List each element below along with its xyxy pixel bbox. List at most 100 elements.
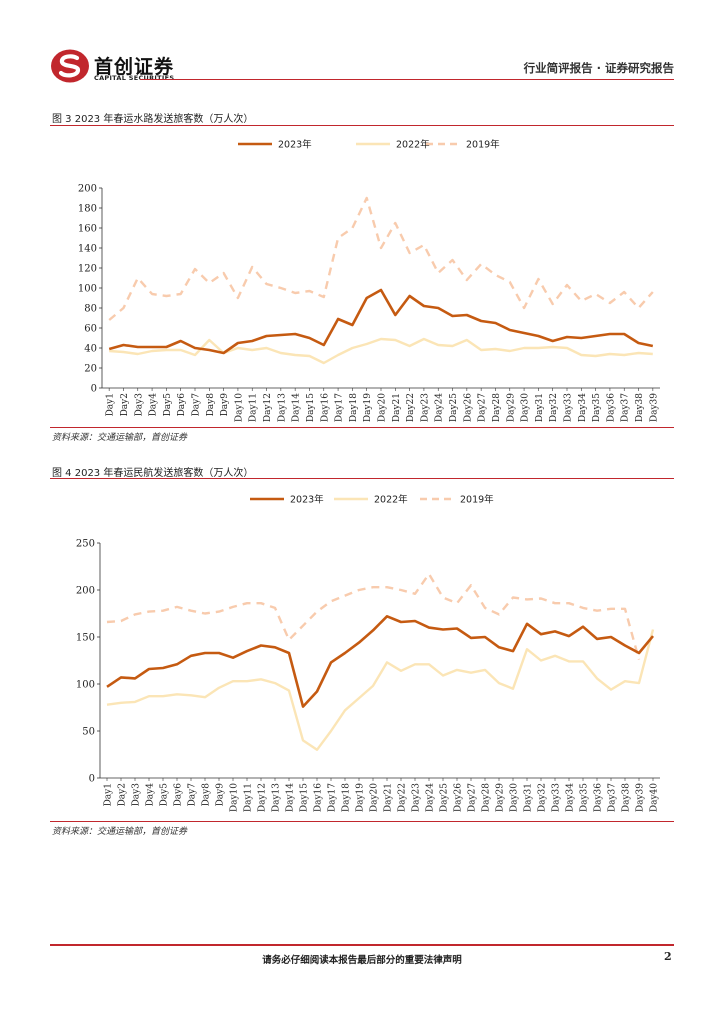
x-tick-label: Day9 (220, 393, 230, 417)
x-tick-label: Day30 (510, 783, 520, 812)
x-tick-label: Day7 (192, 393, 202, 417)
x-tick-label: Day34 (578, 393, 588, 422)
x-tick-label: Day1 (106, 393, 116, 416)
series-line-2019年 (106, 572, 641, 660)
x-tick-label: Day21 (384, 783, 394, 812)
x-tick-label: Day12 (258, 783, 268, 812)
x-tick-label: Day10 (234, 393, 244, 422)
x-tick-label: Day3 (132, 783, 142, 807)
x-tick-label: Day37 (608, 783, 618, 812)
y-tick-label: 50 (82, 727, 95, 738)
series-points-2023年 (106, 616, 654, 707)
y-tick-label: 180 (78, 204, 97, 215)
x-tick-label: Day14 (286, 783, 296, 812)
y-tick-label: 140 (78, 244, 97, 255)
x-tick-label: Day29 (496, 783, 506, 812)
x-tick-label: Day23 (420, 393, 430, 422)
y-tick-label: 100 (76, 680, 95, 691)
x-tick-label: Day31 (524, 783, 534, 812)
water-passenger-chart: 2023年 2022年 2019年 0 20 40 60 80 100 120 140 160 180 2… (78, 139, 660, 422)
x-tick-label: Day1 (104, 783, 114, 806)
x-tick-label: Day21 (392, 393, 402, 422)
series-points-2023年 (109, 289, 653, 354)
x-tick-label: Day24 (426, 783, 436, 812)
x-tick-label: Day35 (592, 393, 602, 422)
report-type: 行业简评报告 · 证券研究报告 (523, 61, 674, 75)
series-line-2019年 (108, 196, 654, 321)
x-tick-label: Day31 (535, 393, 545, 422)
x-tick-label: Day18 (342, 783, 352, 812)
x-tick-label: Day5 (160, 783, 170, 807)
figure-4-title-rule (50, 478, 674, 479)
x-tick-label: Day12 (263, 393, 273, 422)
x-tick-label: Day26 (463, 393, 473, 422)
series-line-2022年 (106, 629, 655, 751)
logo-chinese-name: 首创证券 (94, 56, 175, 78)
x-tick-label: Day17 (335, 393, 345, 422)
x-tick-label: Day39 (636, 783, 646, 812)
x-tick-label: Day23 (412, 783, 422, 812)
x-tick-label: Day36 (606, 393, 616, 422)
x-tick-label: Day32 (549, 393, 559, 422)
x-tick-label: Day20 (370, 783, 380, 812)
x-tick-label: Day17 (328, 783, 338, 812)
series-points-2019年 (109, 197, 653, 321)
y-tick-label: 80 (84, 304, 97, 315)
air-passenger-chart: 2023年 2022年 2019年 0 50 100 150 200 250 Day1 Day2 Da… (76, 494, 660, 812)
legend-label: 2022年 (396, 139, 430, 151)
x-tick-label: Day40 (650, 783, 660, 812)
x-tick-label: Day37 (621, 393, 631, 422)
figure-3-source-rule (50, 427, 674, 428)
series-line-2022年 (109, 337, 653, 365)
x-tick-label: Day20 (378, 393, 388, 422)
legend-label: 2022年 (374, 494, 408, 506)
x-tick-label: Day19 (363, 393, 373, 422)
x-tick-label: Day4 (149, 393, 159, 417)
x-tick-label: Day2 (118, 783, 128, 806)
logo-english-name: CAPITAL SECURITIES (94, 74, 175, 82)
y-tick-label: 120 (78, 264, 97, 275)
x-tick-label: Day24 (435, 393, 445, 422)
x-tick-label: Day38 (622, 783, 632, 812)
legend-label: 2023年 (278, 139, 312, 151)
x-tick-label: Day7 (188, 783, 198, 807)
x-tick-label: Day13 (272, 783, 282, 812)
x-tick-label: Day35 (580, 783, 590, 812)
figure-3-source: 资料来源：交通运输部，首创证券 (52, 433, 188, 443)
x-tick-label: Day27 (468, 783, 478, 812)
x-tick-label: Day18 (349, 393, 359, 422)
x-tick-label: Day9 (216, 783, 226, 807)
x-tick-label: Day3 (134, 393, 144, 417)
x-tick-label: Day25 (449, 393, 459, 422)
x-tick-label: Day6 (177, 393, 187, 417)
x-tick-label: Day36 (594, 783, 604, 812)
x-tick-label: Day33 (552, 783, 562, 812)
footer-divider (50, 944, 674, 946)
legend-label: 2019年 (460, 494, 494, 506)
x-tick-label: Day30 (521, 393, 531, 422)
x-tick-label: Day34 (566, 783, 576, 812)
series-points-2022年 (109, 338, 653, 364)
x-tick-label: Day22 (398, 783, 408, 812)
x-tick-label: Day28 (492, 393, 502, 422)
capital-securities-logo-icon (51, 49, 89, 83)
legend-label: 2023年 (290, 494, 324, 506)
x-tick-label: Day25 (440, 783, 450, 812)
x-tick-label: Day28 (482, 783, 492, 812)
series-points-2022年 (106, 629, 654, 750)
x-tick-label: Day33 (564, 393, 574, 422)
x-tick-label: Day11 (244, 783, 254, 812)
figure-3-title: 图 3 2023 年春运水路发送旅客数（万人次） (52, 114, 254, 125)
x-tick-label: Day38 (635, 393, 645, 422)
x-tick-label: Day2 (120, 393, 130, 416)
x-tick-label: Day6 (174, 783, 184, 807)
y-tick-label: 0 (91, 384, 97, 395)
x-tick-label: Day4 (146, 783, 156, 807)
page-number: 2 (664, 950, 672, 963)
x-tick-label: Day29 (506, 393, 516, 422)
y-tick-label: 100 (78, 284, 97, 295)
x-tick-label: Day27 (478, 393, 488, 422)
header-divider (140, 79, 674, 80)
figure-4-source-rule (50, 821, 674, 822)
x-tick-label: Day10 (230, 783, 240, 812)
